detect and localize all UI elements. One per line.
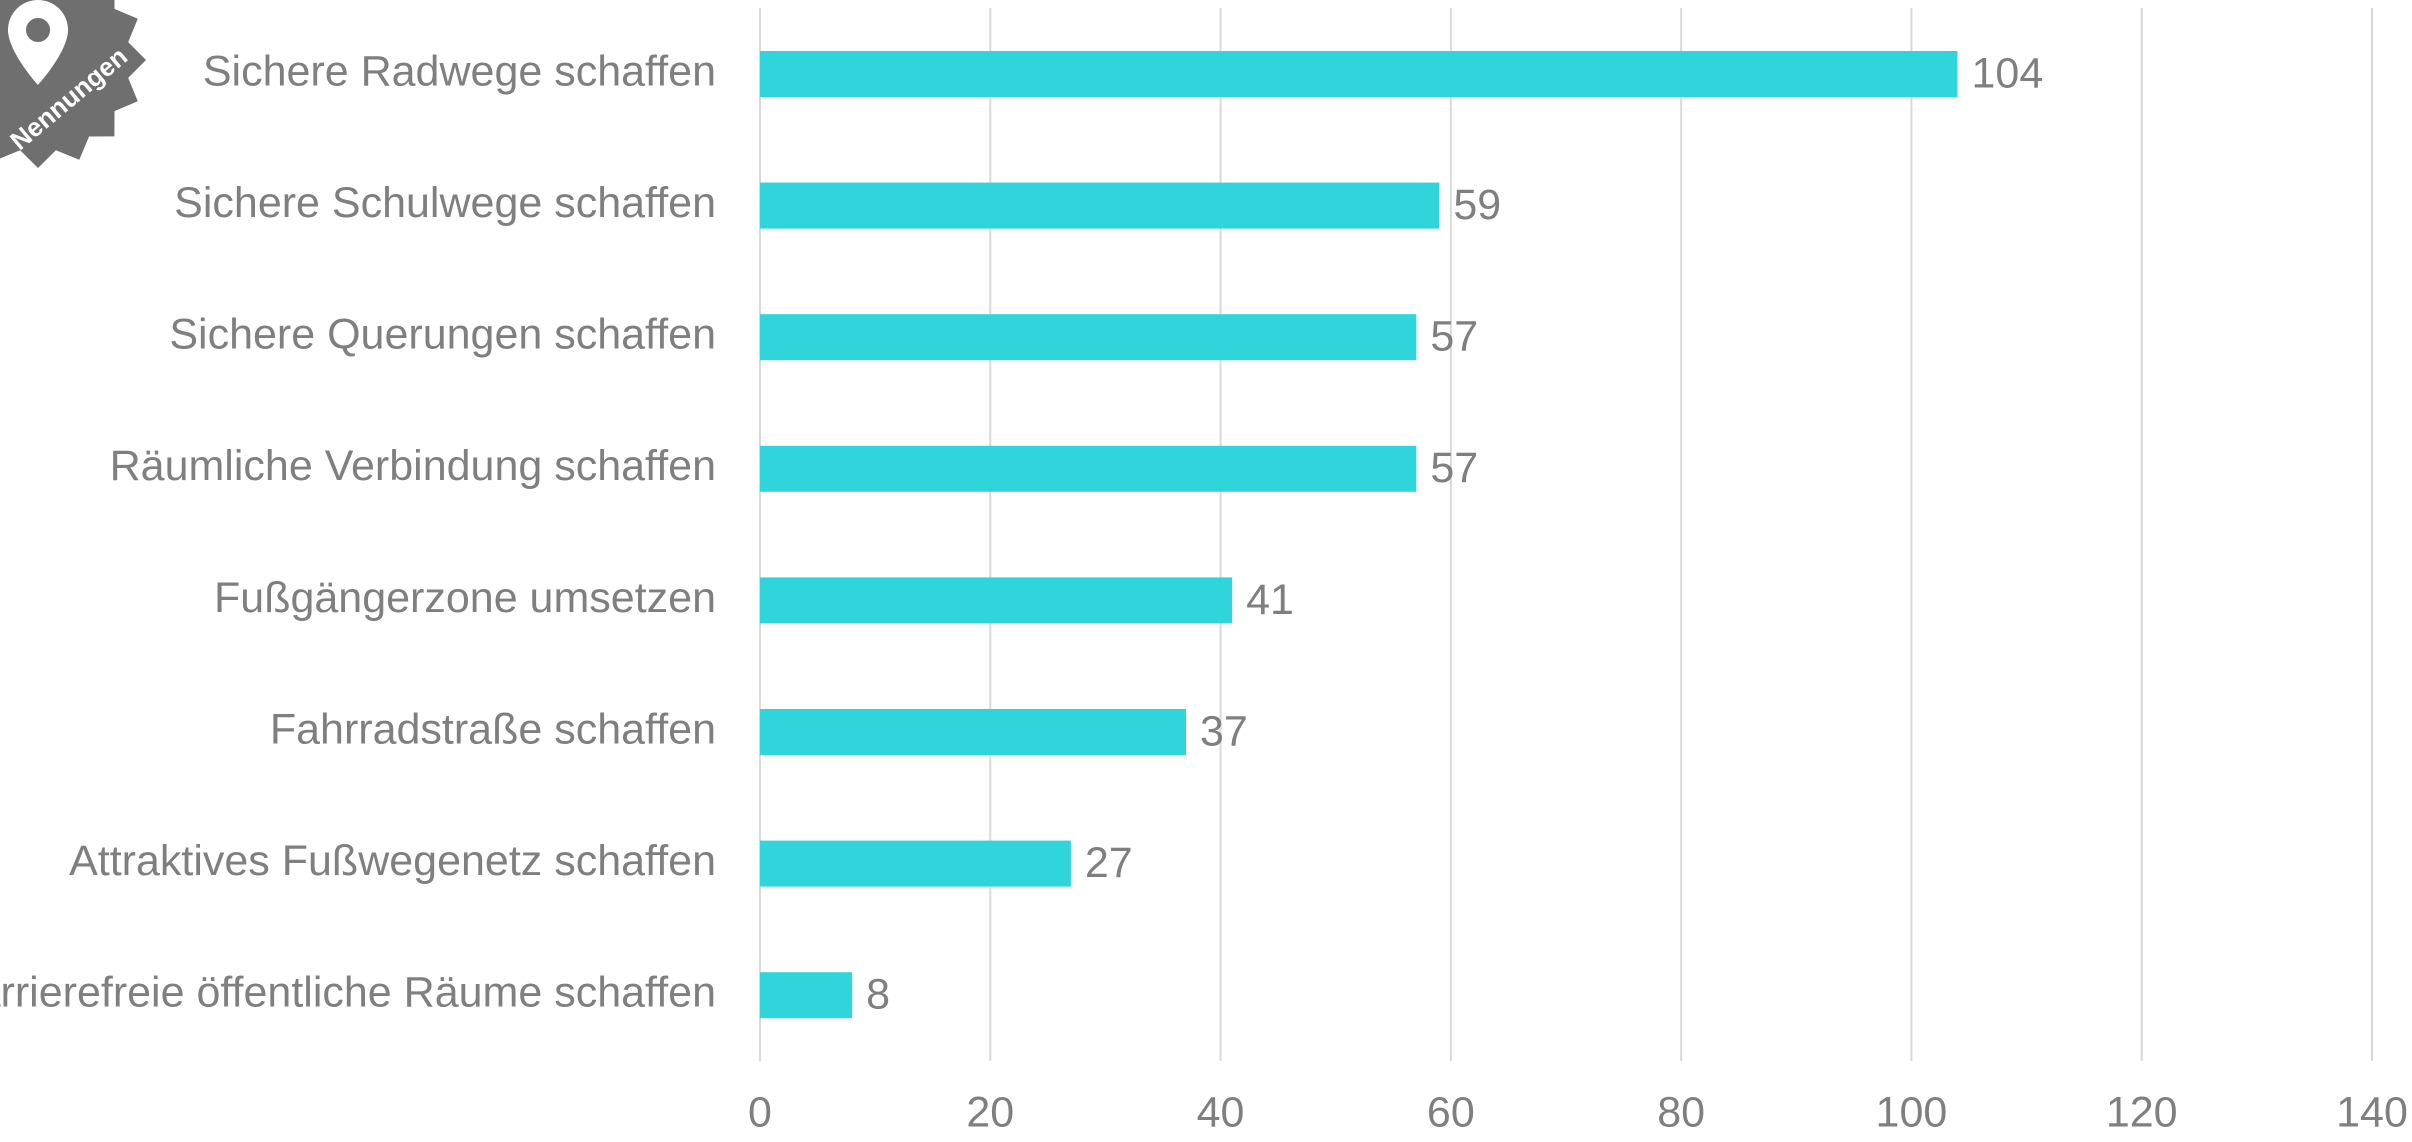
- bar: [760, 314, 1417, 361]
- value-label: 57: [1430, 313, 1478, 361]
- value-label: 37: [1200, 707, 1248, 755]
- x-tick-label: 60: [1427, 1088, 1475, 1136]
- y-tick-label: Attraktives Fußwegenetz schaffen: [69, 837, 716, 885]
- value-label: 104: [1971, 49, 2043, 97]
- y-tick-label: Fußgängerzone umsetzen: [214, 574, 716, 622]
- x-tick-label: 140: [2336, 1088, 2408, 1136]
- x-tick-label: 20: [966, 1088, 1014, 1136]
- y-tick-label: Räumliche Verbindung schaffen: [110, 442, 716, 490]
- y-tick-label: Barrierefreie öffentliche Räume schaffen: [0, 969, 716, 1017]
- bar: [760, 840, 1071, 887]
- value-label: 57: [1430, 444, 1478, 492]
- value-label: 59: [1453, 181, 1501, 229]
- x-tick-label: 40: [1197, 1088, 1245, 1136]
- bar: [760, 709, 1187, 755]
- x-tick-label: 0: [748, 1088, 772, 1136]
- bar: [760, 182, 1440, 229]
- badge: Nennungen: [0, 0, 146, 168]
- bar: [760, 51, 1958, 97]
- y-tick-label: Sichere Querungen schaffen: [169, 311, 716, 359]
- bar: [760, 577, 1233, 624]
- x-tick-label: 120: [2106, 1088, 2178, 1136]
- y-tick-label: Sichere Radwege schaffen: [203, 47, 716, 95]
- bar: [760, 972, 853, 1019]
- value-label: 27: [1085, 839, 1133, 887]
- x-tick-label: 100: [1876, 1088, 1948, 1136]
- pin-icon: [8, 0, 68, 85]
- x-tick-label: 80: [1657, 1088, 1705, 1136]
- y-tick-label: Sichere Schulwege schaffen: [174, 179, 716, 227]
- y-tick-label: Fahrradstraße schaffen: [270, 705, 716, 753]
- bar: [760, 445, 1417, 492]
- value-label: 8: [866, 971, 890, 1019]
- value-label: 41: [1246, 576, 1294, 624]
